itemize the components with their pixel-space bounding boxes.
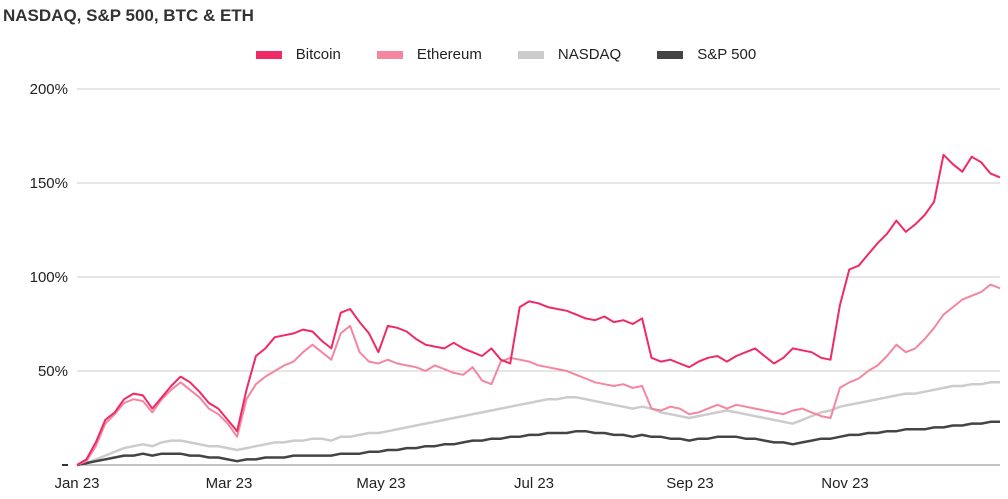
legend-swatch-sp500: [657, 50, 684, 59]
legend: Bitcoin Ethereum NASDAQ S&P 500: [0, 46, 1008, 63]
x-tick-label: Sep 23: [666, 475, 714, 492]
legend-item-sp500[interactable]: S&P 500: [637, 46, 756, 63]
y-tick-label: 50%: [38, 363, 68, 380]
y-tick-label: 200%: [30, 81, 68, 98]
series-line-bitcoin: [76, 153, 1001, 466]
legend-label-sp500: S&P 500: [697, 46, 757, 63]
series-line-nasdaq: [76, 381, 1000, 467]
legend-item-bitcoin[interactable]: Bitcoin: [236, 46, 341, 63]
chart-title: NASDAQ, S&P 500, BTC & ETH: [3, 6, 254, 25]
x-tick-label: Mar 23: [206, 475, 253, 492]
legend-swatch-ethereum: [376, 50, 403, 59]
x-tick-label: Nov 23: [821, 475, 869, 492]
series-line-ethereum: [76, 283, 1001, 466]
legend-label-nasdaq: NASDAQ: [557, 46, 622, 63]
legend-swatch-nasdaq: [517, 50, 544, 59]
legend-item-nasdaq[interactable]: NASDAQ: [498, 46, 621, 63]
legend-item-ethereum[interactable]: Ethereum: [357, 46, 482, 63]
x-tick-label: Jul 23: [514, 475, 554, 492]
x-tick-label: Jan 23: [54, 475, 99, 492]
legend-swatch-bitcoin: [255, 50, 282, 59]
legend-label-ethereum: Ethereum: [416, 46, 482, 63]
y-tick-label: 100%: [30, 269, 68, 286]
x-tick-label: May 23: [356, 475, 405, 492]
legend-label-bitcoin: Bitcoin: [295, 46, 341, 63]
y-tick-label: 150%: [30, 175, 68, 192]
series-line-s-p-500: [76, 420, 1000, 467]
